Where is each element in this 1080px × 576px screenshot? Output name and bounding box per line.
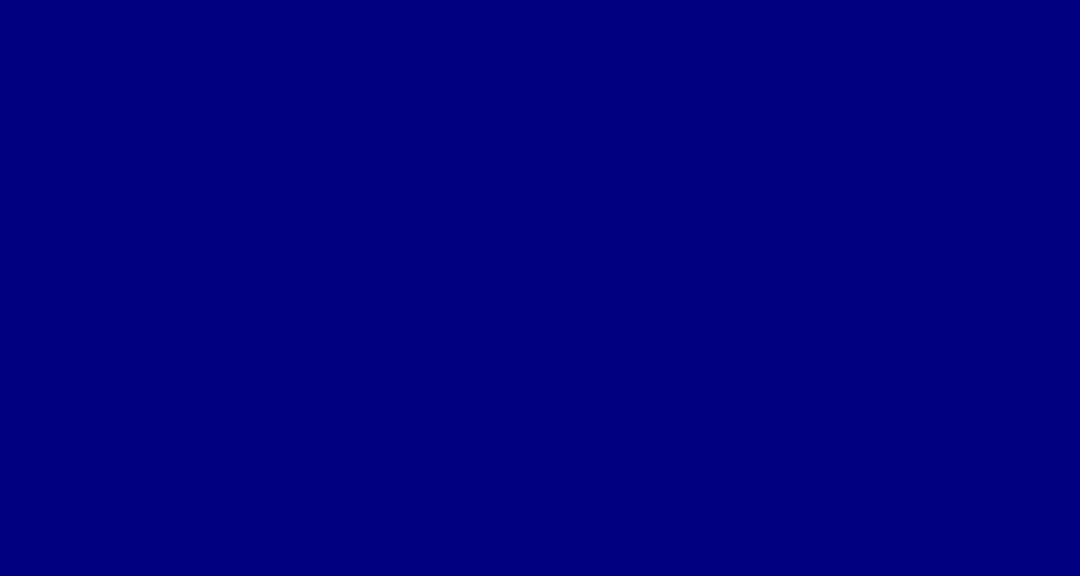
co-xsection-screen (0, 0, 1080, 576)
co-xsection-plot-canvas (0, 0, 1080, 576)
